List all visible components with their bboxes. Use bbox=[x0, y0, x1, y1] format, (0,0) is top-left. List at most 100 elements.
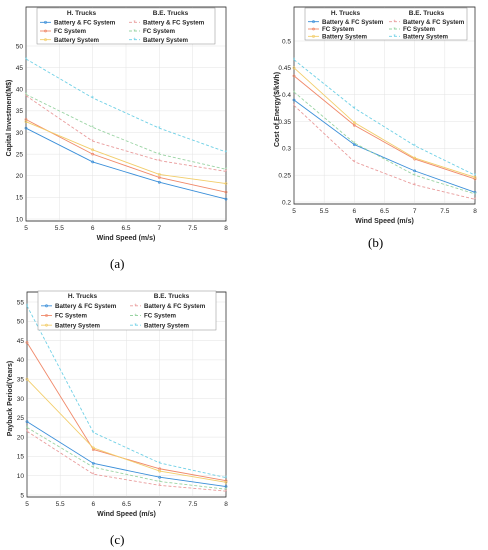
chart-c-series-line bbox=[26, 421, 227, 487]
chart-c-xtick-label: 6 bbox=[92, 501, 96, 508]
chart-a-ytick-label: 10 bbox=[16, 216, 24, 223]
chart-c-legend-marker bbox=[45, 323, 48, 327]
chart-b-data-point bbox=[352, 123, 356, 127]
chart-b-data-point bbox=[473, 177, 477, 181]
chart-b-legend-label: FC System bbox=[403, 26, 435, 33]
chart-b-legend-marker: * bbox=[393, 27, 396, 33]
chart-a: 5 5.5 6 6.5 7 7.5 8 10 15 20 25 30 35 40 45 50 Wind Spee… bbox=[6, 6, 228, 242]
chart-a-data-point bbox=[24, 126, 28, 130]
chart-c-legend-label: Battery & FC System bbox=[144, 303, 206, 310]
chart-b-ytick-label: 0.35 bbox=[278, 119, 291, 126]
panel-c-caption: (c) bbox=[110, 532, 125, 547]
chart-c-data-point: * bbox=[92, 472, 95, 478]
chart-b-series-line bbox=[293, 67, 476, 178]
chart-a-legend-group-title: H. Trucks bbox=[67, 10, 97, 17]
chart-c-data-point: * bbox=[225, 489, 228, 495]
chart-a-data-point bbox=[224, 190, 228, 194]
chart-c-data-point: * bbox=[158, 461, 161, 467]
panel-b-caption: (b) bbox=[368, 235, 384, 250]
chart-b-xtick-label: 7 bbox=[413, 208, 417, 215]
chart-b-ytick-label: 0.2 bbox=[282, 199, 291, 206]
chart-a-data-point: * bbox=[158, 152, 161, 158]
chart-c-data-point: * bbox=[225, 488, 228, 494]
chart-b-legend-marker bbox=[312, 27, 315, 31]
chart-b-legend-label: Battery & FC System bbox=[403, 19, 465, 26]
chart-c-ytick-label: 10 bbox=[17, 473, 25, 480]
chart-c-data-point bbox=[91, 461, 95, 465]
chart-a-data-point: * bbox=[225, 170, 228, 176]
chart-b-legend-label: Battery System bbox=[403, 34, 449, 41]
chart-c-ytick-label: 50 bbox=[17, 319, 25, 326]
chart-c-legend-label: Battery System bbox=[144, 322, 190, 329]
chart-b-data-point: * bbox=[474, 198, 477, 204]
chart-a-data-point: * bbox=[91, 96, 94, 102]
chart-c-xtick-label: 8 bbox=[224, 501, 228, 508]
chart-c-legend-group-title: H. Trucks bbox=[68, 293, 98, 300]
chart-a-ytick-label: 15 bbox=[16, 195, 24, 202]
chart-a-data-point: * bbox=[25, 93, 28, 99]
chart-b-xtick-label: 5 bbox=[292, 208, 296, 215]
chart-c-legend-box bbox=[37, 290, 217, 331]
chart-b-series-line bbox=[293, 99, 476, 193]
chart-b-legend-marker: * bbox=[393, 20, 396, 26]
chart-b-data-point bbox=[292, 66, 296, 70]
chart-c-ytick-label: 5 bbox=[20, 492, 24, 499]
chart-a-data-point: * bbox=[225, 150, 228, 156]
chart-a-ytick-label: 30 bbox=[16, 130, 24, 137]
chart-a-legend-label: FC System bbox=[54, 28, 86, 35]
chart-c-legend-marker: * bbox=[134, 323, 137, 329]
chart-c-xtick-label: 7.5 bbox=[188, 501, 197, 508]
chart-c-data-point: * bbox=[158, 480, 161, 486]
chart-c-ytick-label: 20 bbox=[17, 434, 25, 441]
chart-c-data-point: * bbox=[225, 476, 228, 482]
chart-b-legend-label: FC System bbox=[322, 26, 354, 33]
chart-c-data-point bbox=[25, 420, 29, 424]
chart-b-data-point: * bbox=[413, 183, 416, 189]
chart-b-xlabel: Wind Speed (m/s) bbox=[355, 218, 414, 225]
chart-b-legend-marker bbox=[312, 20, 315, 24]
chart-b: 5 5.5 6 6.5 7 7.5 8 0.2 0.25 0.3 0.35 0.4 0.45 0.5 Win… bbox=[274, 6, 477, 225]
chart-a-data-point: * bbox=[225, 168, 228, 174]
chart-c-ytick-label: 35 bbox=[17, 377, 25, 384]
chart-a-ytick-label: 40 bbox=[16, 87, 24, 94]
chart-c: 5 5.5 6 6.5 7 7.5 8 5 10 15 20 25 30 35 40 45 50 55 Wind S… bbox=[7, 290, 228, 518]
chart-c-data-point: * bbox=[26, 304, 29, 310]
chart-c-ytick-label: 25 bbox=[17, 415, 25, 422]
chart-a-legend-label: Battery System bbox=[143, 37, 189, 44]
chart-b-ylabel: Cost of Energy($/kWh) bbox=[274, 72, 281, 147]
chart-c-data-point bbox=[25, 377, 29, 381]
chart-b-data-point bbox=[413, 169, 417, 173]
chart-b-ytick-label: 0.5 bbox=[282, 38, 291, 45]
chart-a-xtick-label: 7.5 bbox=[188, 225, 197, 232]
chart-b-legend-marker: * bbox=[393, 35, 396, 41]
chart-a-xlabel: Wind Speed (m/s) bbox=[97, 235, 156, 242]
chart-a-legend-label: Battery & FC System bbox=[54, 20, 116, 27]
chart-b-legend-group-title: H. Trucks bbox=[331, 10, 361, 17]
chart-a-series-line bbox=[25, 127, 227, 200]
chart-a-series-line bbox=[25, 95, 227, 172]
chart-c-series-line bbox=[26, 378, 227, 483]
chart-c-data-point bbox=[25, 341, 29, 344]
chart-c-xlabel: Wind Speed (m/s) bbox=[97, 511, 156, 518]
chart-a-data-point bbox=[224, 182, 228, 185]
chart-b-legend-label: Battery & FC System bbox=[322, 19, 384, 26]
chart-b-data-point: * bbox=[353, 141, 356, 147]
chart-b-ytick-label: 0.45 bbox=[278, 65, 291, 72]
chart-a-data-point: * bbox=[25, 94, 28, 100]
chart-b-xtick-label: 6 bbox=[353, 208, 357, 215]
chart-b-series-line bbox=[293, 59, 476, 176]
chart-b-series-line bbox=[293, 105, 476, 200]
chart-c-series-line bbox=[26, 427, 227, 490]
chart-b-data-point: * bbox=[474, 192, 477, 198]
chart-b-legend-box bbox=[304, 7, 468, 41]
chart-c-ytick-label: 30 bbox=[17, 396, 25, 403]
chart-b-data-point bbox=[413, 156, 417, 160]
chart-a-ytick-label: 35 bbox=[16, 108, 24, 115]
chart-a-ytick-label: 50 bbox=[16, 43, 24, 50]
chart-a-series-line bbox=[25, 119, 227, 193]
chart-a-data-point: * bbox=[25, 57, 28, 63]
chart-c-ytick-label: 15 bbox=[17, 454, 25, 461]
chart-b-xtick-label: 7.5 bbox=[440, 208, 449, 215]
